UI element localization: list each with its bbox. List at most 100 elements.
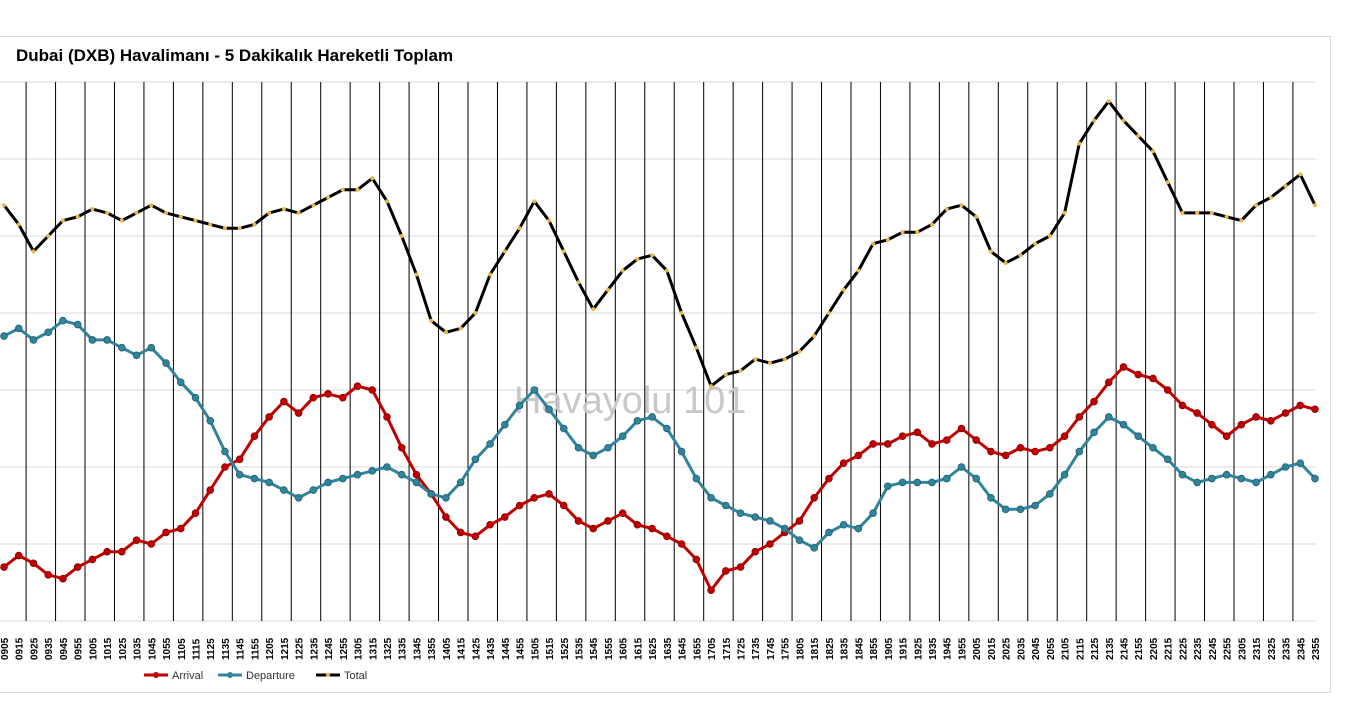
series-line-arrival <box>3 365 1316 592</box>
legend-item-arrival: Arrival <box>144 670 203 682</box>
data-point-departure <box>338 474 347 483</box>
x-tick-label: 1325 <box>383 637 394 660</box>
data-point-departure <box>957 463 966 471</box>
data-point-departure <box>383 463 391 471</box>
data-point-arrival <box>486 520 494 529</box>
data-point-departure <box>1311 474 1319 483</box>
x-tick-label: 1545 <box>589 637 600 660</box>
data-point-arrival <box>751 547 760 556</box>
x-tick-label: 1005 <box>88 637 99 660</box>
data-point-arrival <box>1031 447 1039 456</box>
data-point-total <box>885 237 890 242</box>
data-point-arrival <box>1046 443 1054 452</box>
x-tick-label: 1905 <box>884 637 895 660</box>
data-point-total <box>16 222 21 227</box>
data-point-arrival <box>1001 451 1010 460</box>
data-point-arrival <box>928 440 936 448</box>
x-tick-label: 1845 <box>854 637 865 660</box>
legend-label-departure: Departure <box>246 670 295 682</box>
data-point-arrival <box>1296 401 1305 410</box>
data-point-total <box>340 187 345 192</box>
data-point-departure <box>412 478 421 487</box>
x-tick-label: 1755 <box>781 637 792 660</box>
data-point-total <box>1165 180 1170 185</box>
data-point-departure <box>309 486 318 494</box>
data-point-total <box>46 234 51 238</box>
data-point-arrival <box>88 555 97 564</box>
data-point-departure <box>471 455 480 464</box>
data-point-departure <box>73 320 82 329</box>
data-point-arrival <box>898 432 907 441</box>
x-tick-label: 2355 <box>1311 637 1322 660</box>
data-point-total <box>1077 141 1082 146</box>
data-point-departure <box>1134 432 1143 441</box>
data-point-departure <box>618 432 627 441</box>
data-point-total <box>75 214 80 219</box>
data-point-total <box>871 241 876 246</box>
data-point-departure <box>235 470 244 479</box>
data-point-departure <box>1193 478 1201 487</box>
x-tick-label: 2255 <box>1223 637 1234 660</box>
data-point-arrival <box>913 428 922 437</box>
x-tick-label: 1615 <box>633 637 644 660</box>
data-point-departure <box>825 528 833 537</box>
data-point-departure <box>250 474 259 483</box>
legend-swatch-marker <box>227 672 233 678</box>
data-point-departure <box>795 536 804 544</box>
data-point-departure <box>766 517 774 525</box>
data-point-total <box>1239 218 1244 223</box>
data-point-departure <box>1163 455 1172 464</box>
data-point-total <box>826 311 831 315</box>
data-point-total <box>193 218 198 223</box>
data-point-departure <box>29 336 38 344</box>
data-point-total <box>959 203 964 208</box>
x-tick-label: 1525 <box>560 637 571 660</box>
data-point-total <box>664 268 669 273</box>
data-point-arrival <box>471 532 480 541</box>
data-point-total <box>443 330 448 335</box>
x-tick-label: 1355 <box>427 637 438 660</box>
x-tick-label: 1245 <box>324 637 335 660</box>
data-point-total <box>547 218 552 223</box>
data-point-departure <box>1001 505 1010 514</box>
data-point-total <box>591 307 596 312</box>
series-line-departure <box>3 319 1317 550</box>
x-tick-label: 0945 <box>59 637 70 660</box>
data-point-total <box>119 218 124 223</box>
x-tick-label: 1135 <box>221 638 232 660</box>
x-tick-label: 1915 <box>899 637 910 660</box>
vertical-gridlines <box>25 82 1294 621</box>
data-point-departure <box>648 413 656 421</box>
data-point-departure <box>751 513 760 521</box>
data-point-total <box>90 207 95 212</box>
data-point-total <box>738 368 743 373</box>
data-point-arrival <box>884 440 892 448</box>
x-tick-label: 1605 <box>619 637 630 660</box>
data-point-arrival <box>987 447 995 456</box>
data-point-arrival <box>810 493 818 502</box>
data-point-departure <box>677 447 686 456</box>
data-point-departure <box>692 474 701 483</box>
x-tick-label: 2005 <box>972 637 983 660</box>
horizontal-gridlines <box>0 81 1316 622</box>
data-point-total <box>709 384 714 389</box>
data-point-total <box>222 226 227 231</box>
data-point-total <box>841 287 846 292</box>
legend-item-total: Total <box>316 670 367 682</box>
series-line-total <box>2 99 1317 388</box>
x-tick-label: 2205 <box>1149 637 1160 660</box>
data-point-arrival <box>221 463 229 471</box>
data-point-arrival <box>736 563 745 571</box>
data-point-arrival <box>1163 386 1172 394</box>
x-tick-label: 2125 <box>1090 637 1101 660</box>
data-point-total <box>326 195 331 200</box>
data-point-total <box>1209 210 1214 215</box>
data-point-arrival <box>692 555 701 564</box>
x-tick-label: 1125 <box>206 638 217 660</box>
x-tick-label: 1115 <box>191 638 202 660</box>
data-point-departure <box>1149 443 1157 452</box>
data-point-arrival <box>324 390 332 398</box>
data-point-arrival <box>589 524 598 533</box>
data-point-arrival <box>353 382 362 390</box>
data-point-arrival <box>559 501 568 510</box>
